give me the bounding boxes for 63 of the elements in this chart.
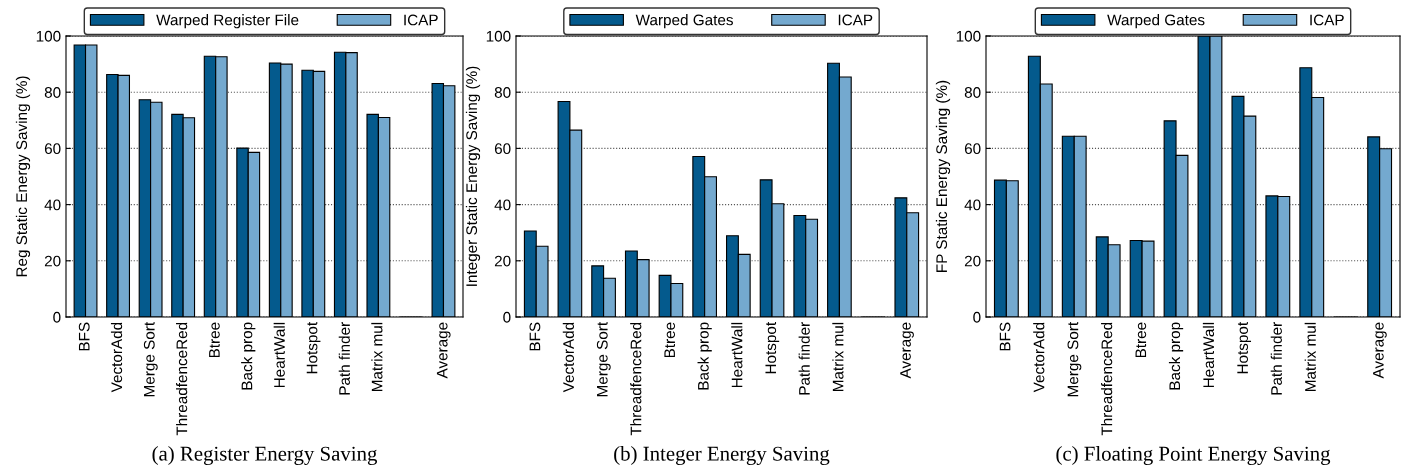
x-tick-label: ThreadfenceRed	[1101, 322, 1113, 436]
legend-label: Warped Gates	[635, 14, 733, 29]
y-tick-label: 60	[964, 143, 981, 155]
x-tick-label: HeartWall	[273, 322, 285, 388]
text: (a) Register Energy Saving	[152, 446, 378, 465]
x-tick-label: Back prop	[697, 322, 712, 390]
y-axis-title: Reg Static Energy Saving (%)	[15, 76, 31, 277]
y-tick-label: 0	[973, 311, 981, 323]
x-tick-label: Merge Sort	[596, 321, 611, 397]
y-tick-label: 60	[494, 143, 511, 155]
x-tick-label: Btree	[664, 322, 676, 358]
text: (b) Integer Energy Saving	[614, 446, 830, 465]
x-tick-label: BFS	[78, 322, 90, 351]
legend-label: ICAP	[838, 14, 873, 26]
x-tick-label: ThreadfenceRed	[176, 322, 188, 436]
x-tick-label: Btree	[209, 322, 220, 358]
y-tick-label: 20	[494, 255, 511, 267]
x-tick-label: Average	[900, 322, 914, 379]
y-tick-label: 40	[44, 199, 61, 211]
x-tick-label: Path finder	[798, 322, 810, 395]
y-axis-title: FP Static Energy Saving (%)	[935, 80, 951, 272]
x-tick-label: Back prop	[241, 322, 256, 390]
x-tick-label: Hotspot	[306, 321, 321, 374]
y-tick-label: 100	[486, 30, 511, 42]
text: (c) Floating Point Energy Saving	[1056, 446, 1331, 465]
x-tick-label: BFS	[999, 322, 1011, 351]
x-tick-label: Btree	[1135, 322, 1147, 358]
x-tick-label: Average	[436, 322, 451, 379]
y-tick-label: 60	[44, 143, 61, 155]
legend-label: Warped Gates	[1107, 14, 1205, 29]
x-tick-label: VectorAdd	[110, 322, 123, 393]
x-tick-label: Matrix mul	[371, 322, 383, 392]
x-tick-label: Hotspot	[1237, 321, 1252, 374]
x-tick-label: Back prop	[1168, 322, 1184, 390]
x-tick-label: ThreadfenceRed	[630, 322, 642, 436]
y-tick-label: 20	[44, 255, 61, 267]
x-tick-label: Merge Sort	[1067, 321, 1082, 397]
y-tick-label: 80	[44, 87, 61, 98]
legend-label: Warped Register File	[156, 14, 299, 29]
y-tick-label: 80	[964, 87, 981, 98]
x-tick-label: VectorAdd	[1033, 322, 1045, 393]
y-tick-label: 100	[36, 30, 61, 42]
x-tick-label: Matrix mul	[1304, 322, 1316, 392]
x-tick-label: Path finder	[1270, 322, 1282, 395]
y-tick-label: 100	[956, 30, 981, 42]
x-tick-label: VectorAdd	[562, 322, 574, 393]
legend-label: ICAP	[1310, 14, 1344, 26]
y-tick-label: 20	[964, 255, 981, 267]
x-tick-label: Average	[1373, 322, 1387, 379]
legend-label: ICAP	[404, 14, 438, 26]
x-tick-label: BFS	[529, 322, 541, 351]
x-tick-label: Path finder	[338, 322, 350, 395]
x-tick-label: HeartWall	[1202, 322, 1215, 388]
y-axis-title: Integer Static Energy Saving (%)	[465, 66, 481, 286]
y-tick-label: 40	[964, 199, 981, 211]
y-tick-label: 0	[53, 311, 61, 323]
x-tick-label: Hotspot	[765, 321, 780, 374]
x-tick-label: HeartWall	[731, 322, 743, 388]
y-tick-label: 0	[503, 311, 511, 323]
y-tick-label: 80	[494, 87, 511, 98]
x-tick-label: Merge Sort	[143, 321, 158, 397]
y-tick-label: 40	[494, 199, 511, 211]
x-tick-label: Matrix mul	[832, 322, 844, 392]
